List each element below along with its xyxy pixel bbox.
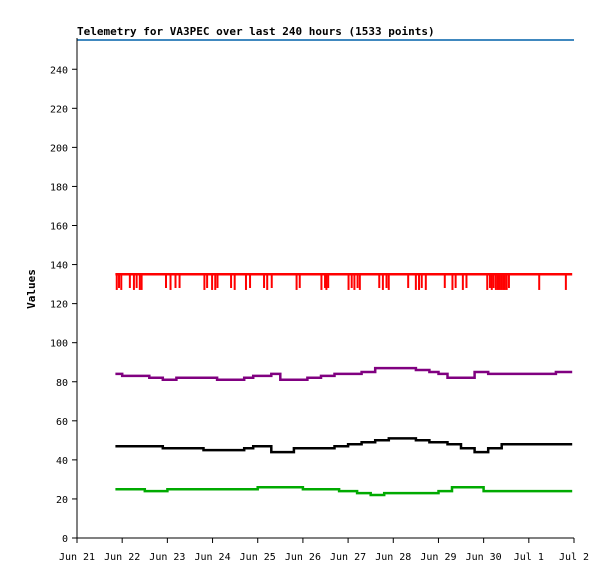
x-tick-label: Jun 30: [466, 552, 502, 563]
y-tick-label: 20: [56, 495, 68, 506]
x-tick-label: Jun 23: [149, 552, 185, 563]
x-tick-label: Jun 26: [285, 552, 321, 563]
y-axis-label: Values: [25, 269, 38, 309]
series-line-2: [115, 437, 573, 454]
x-ticks: Jun 21 Jun 22 Jun 23 Jun 24 Jun 25 Jun 26 Jun …: [59, 538, 589, 563]
x-tick-label: Jun 25: [240, 552, 276, 563]
y-tick-label: 220: [50, 104, 68, 115]
y-tick-label: 160: [50, 222, 68, 233]
series-line-3: [115, 485, 573, 497]
y-tick-label: 140: [50, 261, 68, 272]
y-tick-label: 40: [56, 456, 68, 467]
y-ticks: 0 20 40 60 80 100 120 140 160 180 200 220 240: [50, 65, 77, 545]
plot-area: [77, 39, 574, 497]
y-tick-label: 120: [50, 300, 68, 311]
y-tick-label: 80: [56, 378, 68, 389]
x-tick-label: Jul 2: [559, 552, 589, 563]
y-tick-label: 60: [56, 417, 68, 428]
chart-title: Telemetry for VA3PEC over last 240 hours…: [77, 25, 435, 38]
x-tick-label: Jul 1: [514, 552, 544, 563]
y-tick-label: 100: [50, 339, 68, 350]
x-tick-label: Jun 21: [59, 552, 95, 563]
series-line-1: [115, 366, 573, 382]
y-tick-label: 240: [50, 65, 68, 76]
x-tick-label: Jun 22: [104, 552, 140, 563]
y-tick-label: 180: [50, 182, 68, 193]
x-tick-label: Jun 24: [194, 552, 230, 563]
y-tick-label: 200: [50, 143, 68, 154]
axes: [76, 38, 574, 539]
y-tick-label: 0: [62, 534, 68, 545]
x-tick-label: Jun 28: [375, 552, 411, 563]
x-tick-label: Jun 27: [330, 552, 366, 563]
x-tick-label: Jun 29: [420, 552, 456, 563]
